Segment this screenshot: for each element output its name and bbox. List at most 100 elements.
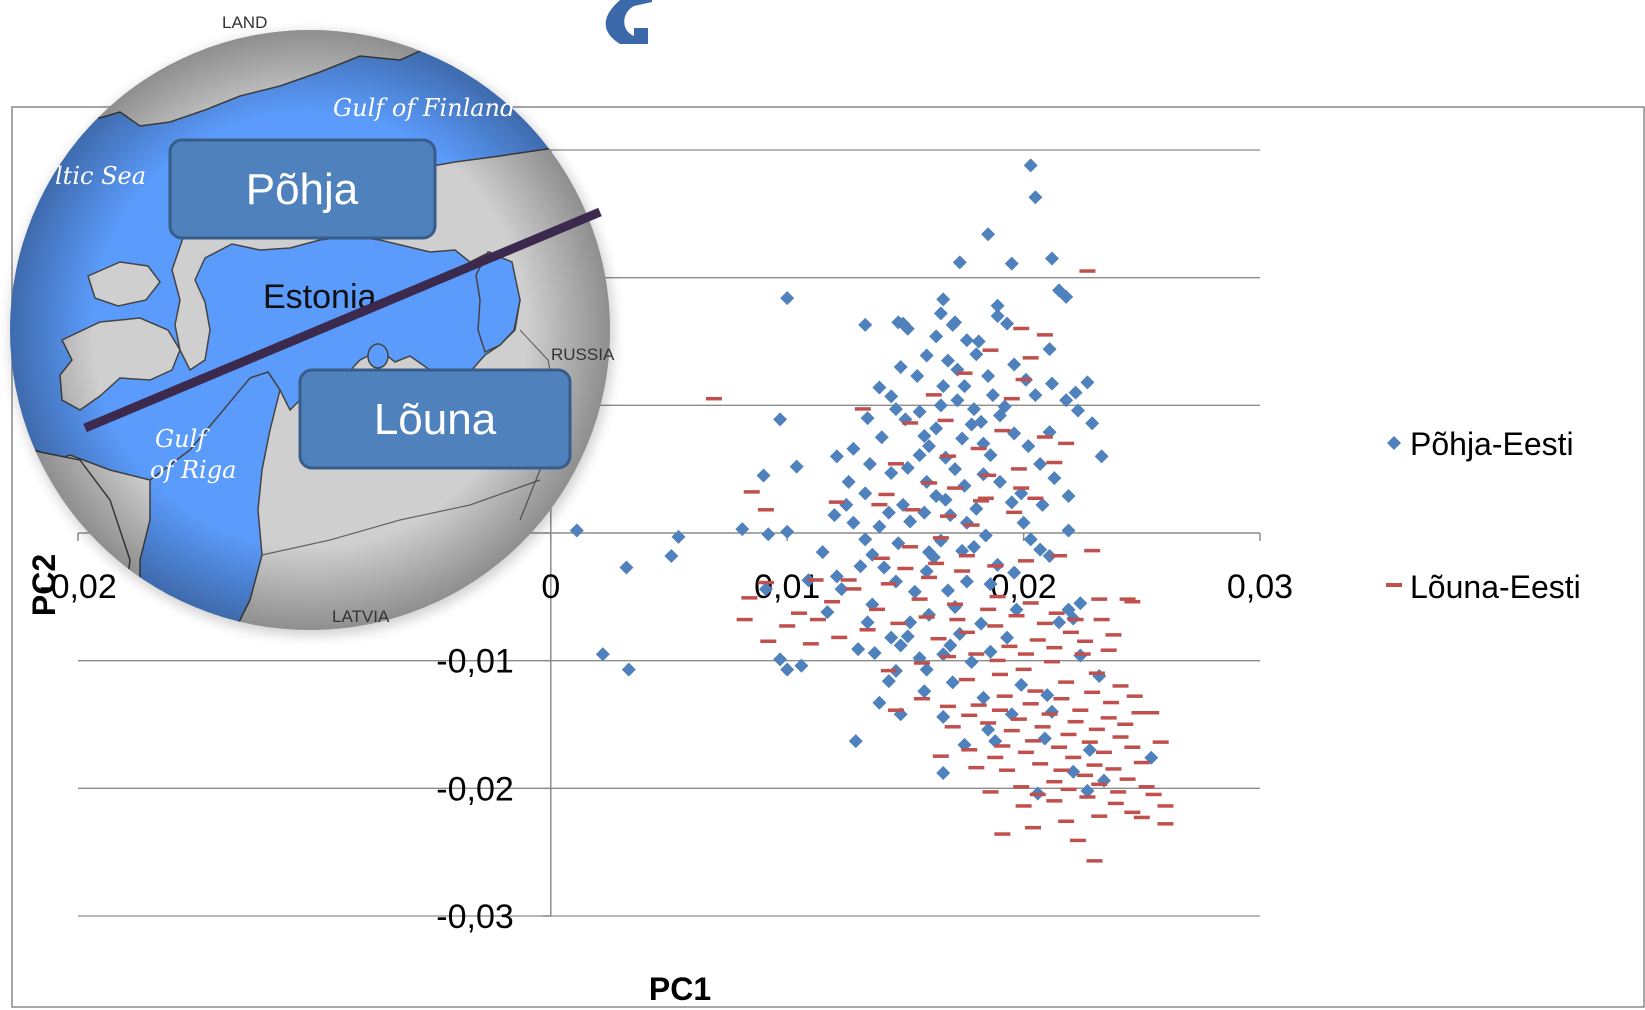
point-0-184 [959,333,974,348]
point-1-86 [968,765,985,770]
point-0-46 [735,522,750,537]
point-1-109 [994,832,1011,836]
point-0-22 [1068,385,1083,400]
point-0-30 [1007,426,1022,441]
point-0-2 [981,227,996,242]
map-label-russia: RUSSIA [551,345,615,364]
point-1-57 [958,677,975,682]
map-label-baltic-sea: ltic Sea [55,162,146,190]
point-0-67 [621,662,636,677]
point-0-49 [1033,542,1048,557]
x-axis-title: PC1 [649,971,711,1007]
point-0-20 [1080,375,1095,390]
point-1-69 [913,696,930,701]
point-0-12 [891,315,906,330]
point-0-28 [860,411,875,426]
point-1-126 [921,575,938,580]
point-1-4 [1022,356,1039,360]
point-0-145 [992,474,1007,489]
point-1-108 [1025,825,1042,830]
map-label-finland: LAND [222,13,267,32]
point-1-141 [928,561,945,566]
point-0-183 [929,329,944,344]
point-0-143 [983,448,998,463]
title-fragment-shape [605,0,652,44]
point-0-191 [983,577,998,592]
point-1-49 [1093,617,1110,622]
point-1-143 [1008,613,1025,618]
point-0-162 [1000,630,1015,645]
point-1-175 [1107,801,1124,806]
point-0-100 [829,569,844,584]
point-1-160 [1034,725,1051,729]
point-1-163 [1131,711,1148,715]
point-1-110 [1069,838,1086,843]
point-1-77 [1126,694,1143,698]
point-1-101 [1079,795,1096,799]
point-0-181 [950,393,965,408]
point-0-123 [990,308,1005,323]
point-1-13 [994,428,1011,433]
point-1-111 [1086,859,1103,863]
point-1-74 [1041,712,1058,716]
point-0-167 [917,684,932,699]
point-0-4 [1044,251,1059,266]
point-1-73 [1010,717,1027,721]
point-1-131 [1084,548,1101,553]
point-0-172 [853,559,868,574]
point-0-54 [619,560,634,575]
point-1-19 [743,490,760,494]
point-0-174 [858,486,873,501]
point-0-94 [919,662,934,677]
point-1-78 [1143,711,1160,715]
point-0-14 [933,306,948,321]
point-0-135 [992,408,1007,423]
point-1-121 [802,642,819,646]
point-1-85 [932,754,949,758]
point-1-171 [1119,777,1136,781]
point-0-101 [877,560,892,575]
point-0-31 [1094,449,1109,464]
point-0-85 [1037,731,1052,746]
point-1-31 [902,545,919,549]
point-0-57 [1009,602,1024,617]
point-1-164 [1112,735,1129,739]
map-label-latvia: LATVIA [332,607,390,626]
point-1-123 [779,624,796,628]
point-0-178 [974,414,989,429]
point-0-60 [1073,596,1088,611]
point-0-36 [1033,457,1048,472]
point-1-36 [741,596,758,600]
point-1-54 [939,654,956,659]
point-0-103 [940,583,955,598]
point-0-134 [1028,388,1043,403]
point-1-117 [918,615,935,619]
point-1-105 [1124,810,1141,815]
point-0-84 [1014,677,1029,692]
point-0-0 [1023,158,1038,173]
point-0-156 [1016,515,1031,530]
point-1-20 [757,508,774,512]
point-0-8 [780,291,795,306]
point-0-27 [1085,416,1100,431]
point-0-115 [917,428,932,443]
point-0-188 [881,505,896,520]
point-1-156 [1022,702,1039,706]
x-tick-label-2: 0 [541,568,560,606]
point-1-128 [987,564,1004,568]
point-1-153 [1112,684,1129,688]
point-0-58 [758,582,773,597]
point-1-146 [1036,621,1053,626]
point-0-179 [912,404,927,419]
point-1-48 [1124,599,1141,604]
point-0-9 [990,298,1005,313]
point-1-41 [869,607,886,612]
point-1-162 [1100,716,1117,720]
point-0-163 [964,654,979,669]
point-1-93 [1133,760,1150,765]
point-0-144 [1021,439,1036,454]
point-1-112 [1133,815,1150,820]
point-1-72 [980,721,997,725]
point-1-151 [1017,652,1034,656]
point-0-1 [1028,190,1043,205]
